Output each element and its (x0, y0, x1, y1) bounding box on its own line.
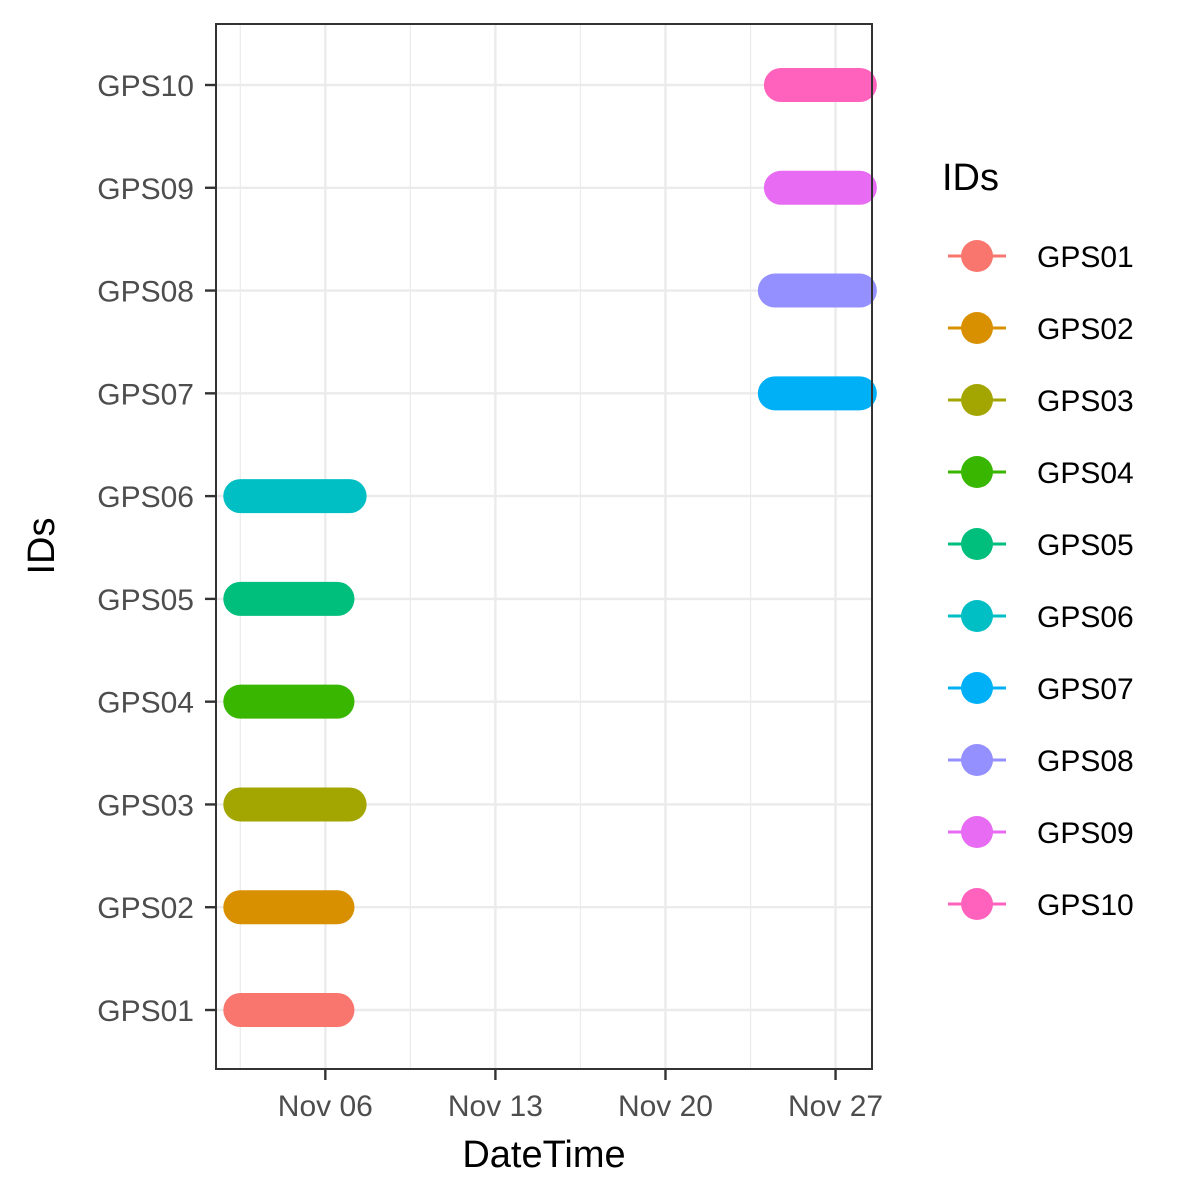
legend-item-gps06: GPS06 (948, 600, 1134, 634)
legend-item-gps08: GPS08 (948, 744, 1134, 778)
x-tick-label: Nov 13 (448, 1090, 543, 1123)
legend-title: IDs (942, 157, 999, 199)
x-tick-label: Nov 06 (278, 1090, 373, 1123)
y-axis: GPS01 GPS02 GPS03 GPS04 GPS05 GPS06 GPS07 GPS08… (97, 70, 216, 1028)
y-tick-label: GPS07 (97, 378, 194, 411)
legend-key-point (961, 888, 993, 920)
legend-key-point (961, 312, 993, 344)
y-tick-label: GPS02 (97, 892, 194, 925)
legend-key-point (961, 384, 993, 416)
y-tick-label: GPS10 (97, 70, 194, 103)
y-tick-label: GPS05 (97, 584, 194, 617)
legend-label: GPS08 (1037, 745, 1134, 778)
plot-border (215, 23, 873, 1070)
x-tick-label: Nov 27 (788, 1090, 883, 1123)
y-tick-label: GPS08 (97, 276, 194, 309)
legend-item-gps10: GPS10 (948, 888, 1134, 922)
legend-key-point (961, 240, 993, 272)
legend-label: GPS06 (1037, 601, 1134, 634)
y-tick-label: GPS03 (97, 789, 194, 822)
y-tick-label: GPS01 (97, 995, 194, 1028)
legend-label: GPS09 (1037, 817, 1134, 850)
legend-label: GPS02 (1037, 313, 1134, 346)
legend-label: GPS10 (1037, 889, 1134, 922)
legend-key-point (961, 672, 993, 704)
legend-key-point (961, 744, 993, 776)
y-tick-label: GPS09 (97, 173, 194, 206)
legend-item-gps04: GPS04 (948, 456, 1134, 490)
series-segments (223, 68, 877, 1027)
y-axis-title: IDs (21, 518, 63, 575)
legend-label: GPS03 (1037, 385, 1134, 418)
legend-label: GPS07 (1037, 673, 1134, 706)
legend-item-gps01: GPS01 (948, 240, 1134, 274)
legend-item-gps09: GPS09 (948, 816, 1134, 850)
legend-item-gps05: GPS05 (948, 528, 1134, 562)
x-axis-title: DateTime (462, 1134, 625, 1176)
x-tick-label: Nov 20 (618, 1090, 713, 1123)
y-tick-label: GPS04 (97, 687, 194, 720)
legend-item-gps02: GPS02 (948, 312, 1134, 346)
legend-item-gps07: GPS07 (948, 672, 1134, 706)
y-tick-label: GPS06 (97, 481, 194, 514)
legend-label: GPS01 (1037, 241, 1134, 274)
legend-label: GPS04 (1037, 457, 1134, 490)
legend-label: GPS05 (1037, 529, 1134, 562)
x-axis: Nov 06 Nov 13 Nov 20 Nov 27 (278, 1069, 883, 1123)
legend-key-point (961, 816, 993, 848)
legend-key-point (961, 456, 993, 488)
legend-item-gps03: GPS03 (948, 384, 1134, 418)
legend: GPS01 GPS02 GPS03 GPS04 GPS05 GPS06 GPS07 GPS08… (948, 240, 1134, 922)
legend-key-point (961, 528, 993, 560)
legend-key-point (961, 600, 993, 632)
